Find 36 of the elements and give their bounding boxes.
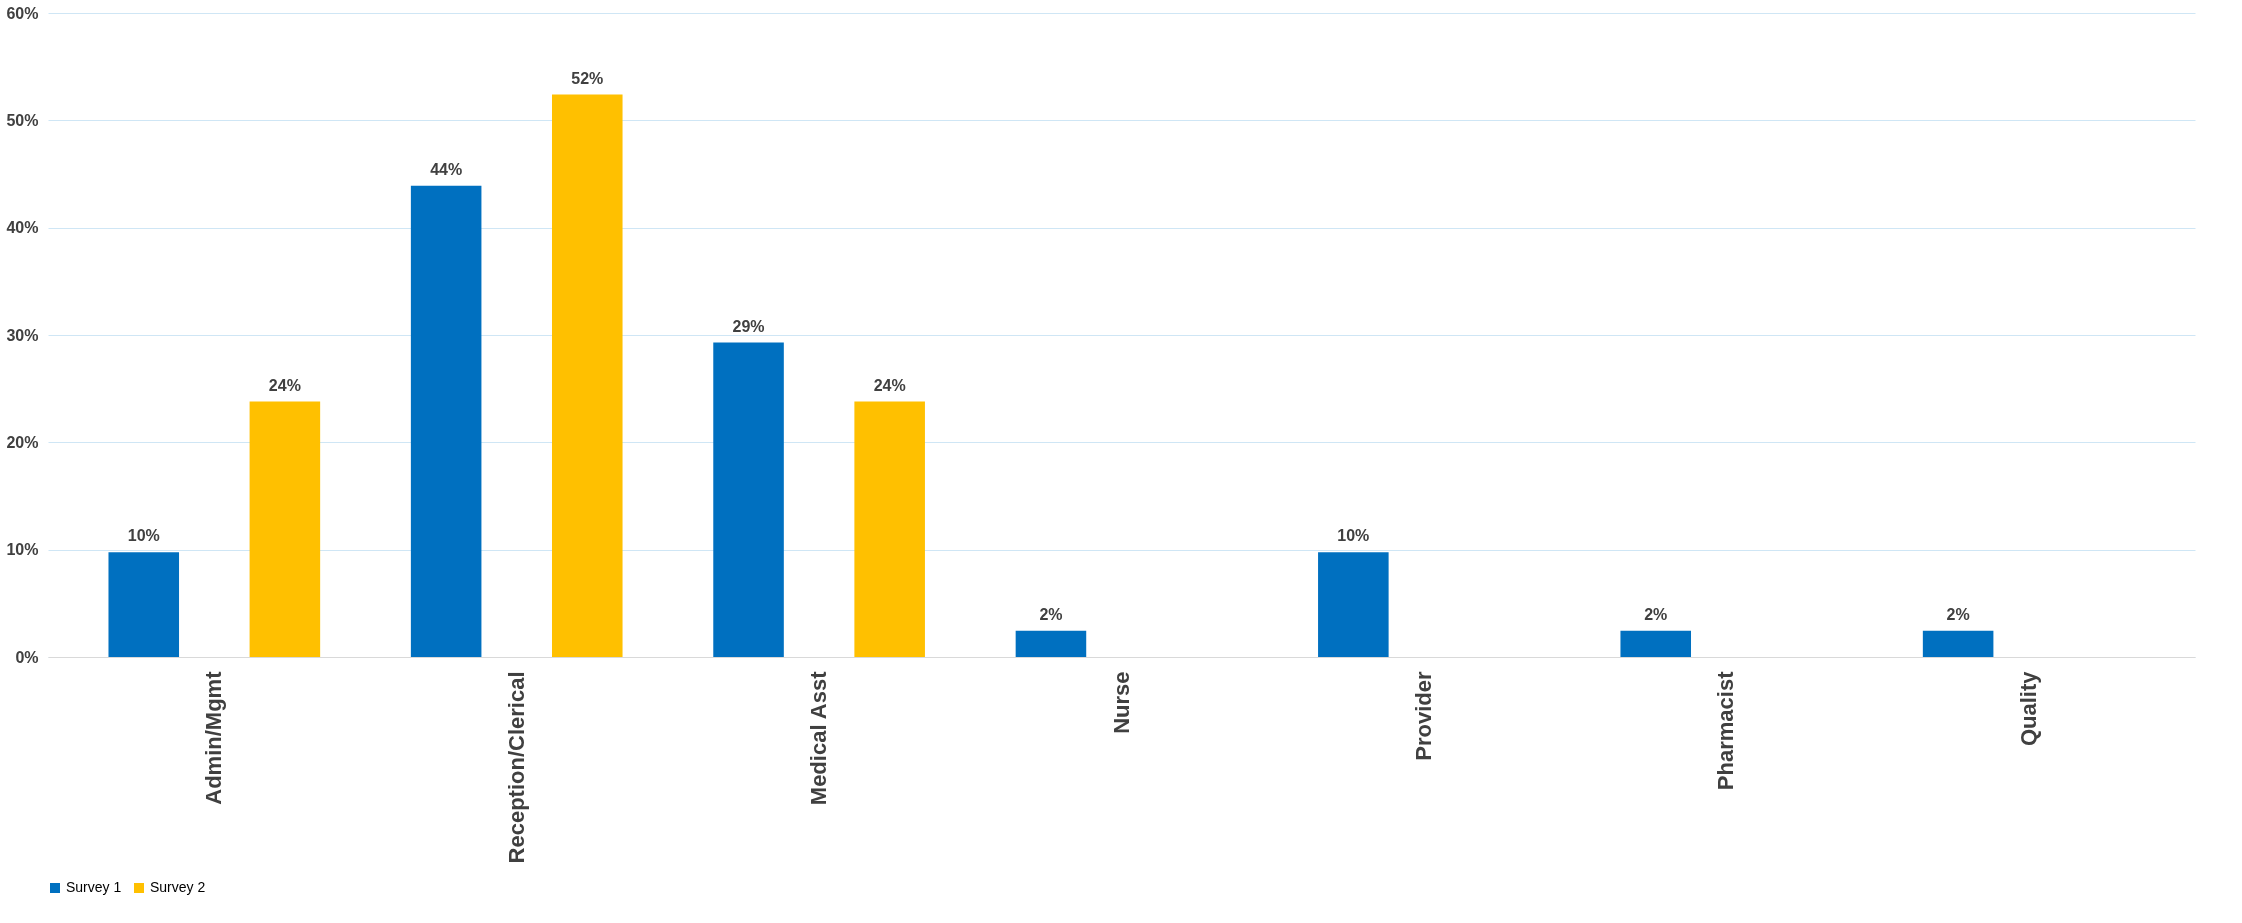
y-tick-label: 0% xyxy=(15,648,39,666)
data-label: 10% xyxy=(1337,527,1370,545)
data-label: 29% xyxy=(732,317,765,335)
data-label: 2% xyxy=(1644,605,1668,623)
data-label: 24% xyxy=(873,376,906,394)
bar xyxy=(1620,630,1692,657)
x-tick-label: Provider xyxy=(1410,671,1436,761)
bar xyxy=(249,401,321,657)
bar xyxy=(1922,630,1994,657)
data-label: 2% xyxy=(1039,605,1063,623)
bar xyxy=(551,94,623,657)
data-label: 2% xyxy=(1946,605,1970,623)
x-tick-label: Pharmacist xyxy=(1713,670,1739,791)
y-tick-label: 20% xyxy=(6,433,39,451)
y-tick-label: 30% xyxy=(6,326,39,344)
bar xyxy=(108,552,180,657)
x-tick-label: Reception/Clerical xyxy=(503,671,529,864)
bar xyxy=(410,185,482,657)
data-label: 52% xyxy=(571,69,604,87)
x-tick-label: Nurse xyxy=(1108,671,1134,734)
y-tick-label: 50% xyxy=(6,111,39,129)
x-tick-label: Admin/Mgmt xyxy=(201,670,227,805)
y-tick-label: 10% xyxy=(6,541,39,559)
legend-label: Survey 1 xyxy=(66,879,122,895)
data-label: 24% xyxy=(268,376,301,394)
legend-label: Survey 2 xyxy=(150,879,206,895)
y-tick-label: 40% xyxy=(6,219,39,237)
x-tick-label: Medical Asst xyxy=(806,670,832,806)
data-label: 10% xyxy=(127,527,160,545)
bar xyxy=(1318,552,1389,657)
bar xyxy=(713,342,784,657)
bar xyxy=(1015,630,1087,657)
y-tick-label: 60% xyxy=(6,4,39,22)
data-label: 44% xyxy=(430,160,463,178)
x-tick-label: Quality xyxy=(2015,670,2041,747)
bar xyxy=(854,401,925,657)
